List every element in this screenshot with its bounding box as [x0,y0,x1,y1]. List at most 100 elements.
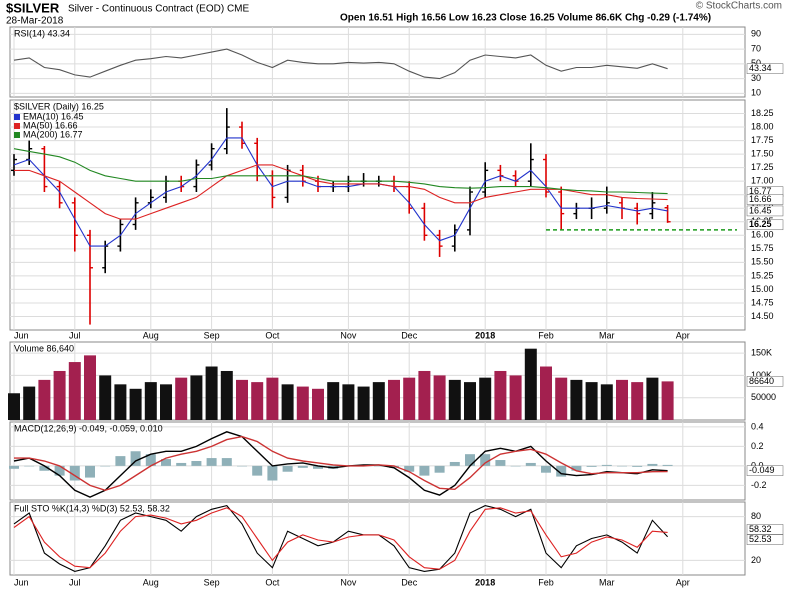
x-tick-label: Apr [676,330,690,340]
volume-bar [372,382,385,420]
macd-histogram-bar [85,465,95,478]
x-tick-label: Sep [204,330,220,340]
y-tick-label: 18.00 [751,121,774,131]
macd-histogram-bar [100,465,111,467]
y-tick-label: 15.75 [751,243,774,253]
macd-histogram-bar [69,465,80,481]
macd-histogram-bar [24,465,35,467]
macd-histogram-bar [191,461,202,466]
volume-bar [23,386,36,420]
macd-histogram-bar [145,454,156,466]
volume-bar [327,382,340,420]
value-tag [746,534,784,545]
value-tag-label: -0.049 [749,465,775,475]
value-tag-label: 16.25 [749,219,772,229]
macd-histogram-bar [161,459,171,466]
x-tick-label: Aug [143,330,159,340]
volume-bar [296,386,309,420]
y-tick-label: -0.2 [751,480,767,490]
volume-bar [281,384,294,420]
x-tick-label: Feb [538,330,554,340]
x-tick-label: 2018 [475,330,495,340]
volume-bar [540,366,552,420]
y-tick-label: 50000 [751,392,776,402]
x-tick-label: Jul [69,577,81,587]
x-tick-label: Dec [401,577,418,587]
legend-swatch [14,123,20,129]
volume-bar [555,377,568,420]
volume-bar [84,355,96,420]
x-tick-label: Aug [143,577,159,587]
volume-bar [312,388,324,420]
volume-bar [509,375,522,420]
value-tag [746,376,784,387]
panel-title: Full STO %K(14,3) %D(3) 52.53, 58.32 [14,503,170,513]
volume-bar [418,370,431,420]
macd-histogram-bar [541,465,551,473]
x-tick-label: Mar [599,330,615,340]
moving-average-line [13,137,668,247]
y-tick-label: 14.50 [751,311,774,321]
indicator-line [13,504,669,572]
macd-histogram-bar [586,465,597,467]
y-tick-label: 0.4 [751,421,764,431]
x-tick-label: Nov [340,330,357,340]
volume-bar [388,379,400,420]
quote: Open 16.51 High 16.56 Low 16.23 Close 16… [340,13,711,24]
macd-histogram-bar [571,465,582,471]
volume-bar [38,379,51,420]
macd-histogram-bar [221,458,232,466]
value-tag-label: 43.34 [749,63,772,73]
value-tag-label: 86640 [749,376,774,386]
volume-bar [205,366,218,420]
macd-histogram-bar [434,465,445,473]
macd-histogram-bar [495,460,506,466]
y-tick-label: 15.25 [751,270,774,280]
y-tick-label: 17.00 [751,176,774,186]
macd-histogram-bar [39,465,50,471]
y-tick-label: 15.00 [751,284,774,294]
macd-histogram-bar [525,462,536,466]
volume-bar [448,379,461,420]
macd-histogram-bar [617,465,627,467]
x-tick-label: Nov [340,577,357,587]
volume-bar [114,384,127,420]
volume-bar [99,375,112,420]
macd-histogram-bar [237,465,247,467]
y-tick-label: 0.2 [751,441,764,451]
volume-bar [342,384,355,420]
x-tick-label: Oct [265,577,280,587]
value-tag-label: 58.32 [749,524,772,534]
macd-histogram-bar [632,465,643,467]
volume-bar [479,377,492,420]
volume-bar [570,379,583,420]
macd-histogram-bar [54,465,65,476]
volume-bar [494,370,507,420]
volume-bar [53,370,66,420]
volume-bar [129,388,142,420]
volume-bar [236,379,248,420]
macd-histogram-bar [510,465,521,467]
volume-bar [266,377,279,420]
volume-bar [464,382,476,420]
y-tick-label: 17.50 [751,148,774,158]
value-tag [746,205,784,217]
macd-histogram-bar [313,465,323,469]
value-tag [746,219,784,231]
volume-bar [616,379,628,420]
y-tick-label: 10 [751,88,761,98]
macd-histogram-bar [647,463,658,466]
volume-bar [251,382,264,420]
y-tick-label: 14.75 [751,297,774,307]
value-tag [746,465,784,476]
x-tick-label: Mar [599,577,615,587]
volume-bar [160,384,172,420]
macd-histogram-bar [480,454,491,466]
indicator-line [14,435,668,492]
x-tick-label: Sep [204,577,220,587]
x-tick-label: Oct [265,330,280,340]
value-tag [746,194,784,205]
macd-histogram-bar [556,465,567,477]
macd-histogram-bar [206,458,217,466]
